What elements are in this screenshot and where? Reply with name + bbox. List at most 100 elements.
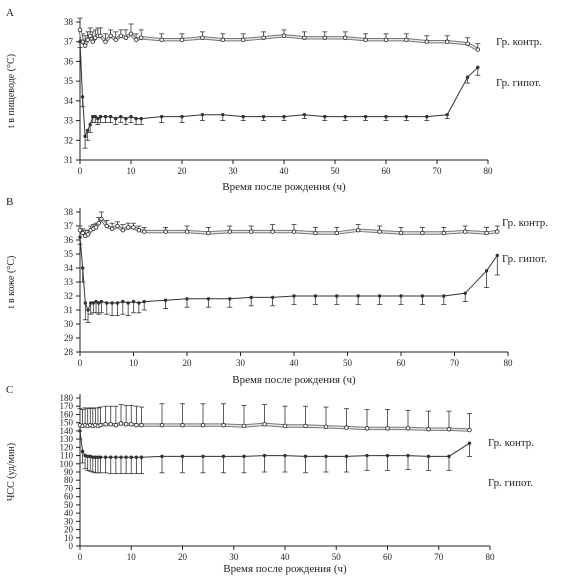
series-line xyxy=(79,41,479,137)
data-point xyxy=(114,455,118,459)
data-point xyxy=(442,294,446,298)
data-point xyxy=(445,39,450,44)
y-tick-label: 180 xyxy=(60,393,74,403)
data-point xyxy=(82,43,88,48)
data-point xyxy=(77,227,83,233)
data-point xyxy=(103,39,108,44)
series-line xyxy=(79,237,498,311)
series-line xyxy=(79,29,479,51)
y-tick-label: 35 xyxy=(64,249,74,259)
x-tick-label: 10 xyxy=(127,552,137,562)
y-tick-label: 140 xyxy=(60,426,74,436)
y-tick-label: 32 xyxy=(64,135,73,145)
data-point xyxy=(404,37,409,42)
data-point xyxy=(261,114,266,119)
data-point xyxy=(220,37,225,42)
data-point xyxy=(475,47,480,52)
series-line xyxy=(79,430,470,458)
data-point xyxy=(77,27,83,33)
data-point xyxy=(282,114,286,119)
data-point xyxy=(98,33,103,38)
data-point xyxy=(184,229,190,234)
data-point xyxy=(163,298,168,302)
y-tick-label: 38 xyxy=(64,17,74,27)
data-point xyxy=(241,114,245,119)
x-tick-label: 10 xyxy=(127,166,137,176)
panel-letter: A xyxy=(6,7,14,19)
data-point xyxy=(313,294,318,298)
data-point xyxy=(425,114,429,119)
data-point xyxy=(129,422,134,427)
y-tick-label: 36 xyxy=(64,235,74,245)
data-point xyxy=(249,295,253,300)
data-point xyxy=(113,37,118,42)
data-point xyxy=(123,422,129,427)
y-tick-label: 20 xyxy=(64,525,74,535)
series-label-control: Гр. контр. xyxy=(488,437,534,449)
data-point xyxy=(200,112,205,117)
data-point xyxy=(88,454,92,459)
data-point xyxy=(424,39,429,44)
data-point xyxy=(291,229,297,234)
control-series xyxy=(77,403,472,433)
data-point xyxy=(179,37,185,42)
data-point xyxy=(125,225,131,230)
data-point xyxy=(206,297,211,301)
x-tick-label: 30 xyxy=(236,358,246,368)
data-point xyxy=(383,37,389,42)
data-point xyxy=(128,31,134,37)
series-label-hypothermia: Гр. гипот. xyxy=(488,477,533,489)
y-tick-label: 80 xyxy=(64,475,74,485)
data-point xyxy=(88,122,92,127)
data-point xyxy=(80,449,85,454)
control-series xyxy=(77,211,500,238)
data-point xyxy=(78,235,82,239)
x-tick-label: 0 xyxy=(78,166,83,176)
data-point xyxy=(78,40,82,44)
x-tick-label: 70 xyxy=(450,358,460,368)
data-point xyxy=(108,33,113,38)
data-point xyxy=(108,422,113,427)
data-point xyxy=(105,301,109,305)
data-point xyxy=(115,223,120,229)
data-point xyxy=(399,294,403,298)
data-point xyxy=(119,114,123,119)
data-point xyxy=(93,114,98,119)
data-point xyxy=(133,37,139,42)
y-tick-label: 34 xyxy=(64,263,74,273)
data-point xyxy=(99,299,104,304)
data-point xyxy=(292,294,296,298)
control-series xyxy=(77,17,481,52)
data-point xyxy=(303,423,308,429)
data-point xyxy=(200,422,206,428)
data-point xyxy=(385,453,390,458)
x-tick-label: 10 xyxy=(129,358,139,368)
data-point xyxy=(248,229,254,234)
data-point xyxy=(447,454,451,459)
data-point xyxy=(221,112,225,117)
x-tick-label: 20 xyxy=(178,166,188,176)
data-point xyxy=(80,95,85,99)
hypothermia-series xyxy=(77,235,500,324)
panel-letter: B xyxy=(6,196,13,208)
x-tick-label: 70 xyxy=(434,552,444,562)
data-point xyxy=(446,427,452,432)
data-point xyxy=(110,301,114,305)
y-tick-label: 37 xyxy=(64,37,74,47)
x-tick-label: 20 xyxy=(183,358,193,368)
data-point xyxy=(302,112,307,117)
data-point xyxy=(221,454,226,459)
data-point xyxy=(270,295,275,300)
data-point xyxy=(344,454,349,459)
data-point xyxy=(463,291,467,295)
data-point xyxy=(94,299,98,304)
data-point xyxy=(398,230,404,236)
y-tick-label: 32 xyxy=(64,291,73,301)
data-point xyxy=(445,112,449,117)
data-point xyxy=(93,225,99,230)
y-tick-label: 70 xyxy=(64,483,74,493)
data-point xyxy=(83,453,87,458)
data-point xyxy=(91,455,95,459)
data-point xyxy=(98,114,103,119)
